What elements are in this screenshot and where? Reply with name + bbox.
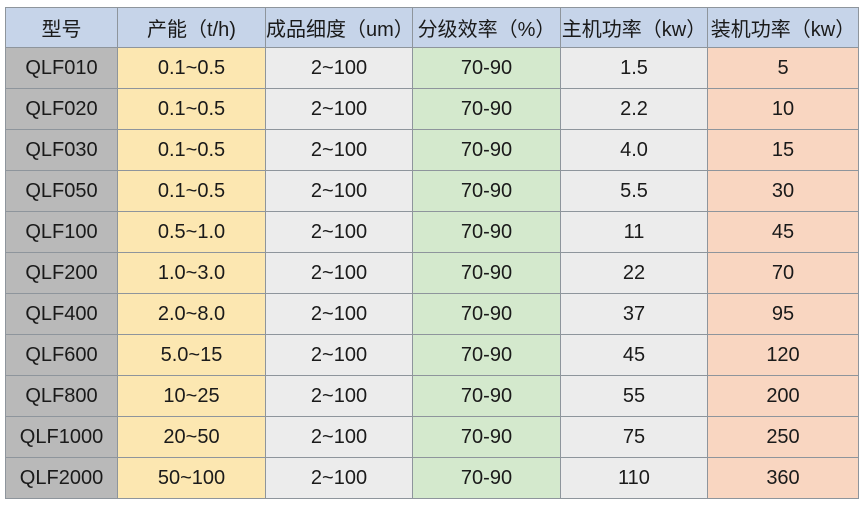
table-cell: QLF1000 [5,416,118,458]
table-row: QLF020 0.1~0.5 2~100 70-90 2.2 10 [5,88,859,130]
table-cell: 22 [560,252,708,294]
table-cell: 2~100 [265,211,413,253]
table-cell: 4.0 [560,129,708,171]
table-cell: QLF030 [5,129,118,171]
table-cell: QLF010 [5,47,118,89]
table-cell: 10~25 [117,375,266,417]
table-cell: 5 [707,47,859,89]
table-cell: 0.1~0.5 [117,129,266,171]
table-cell: 2~100 [265,293,413,335]
column-header: 主机功率（kw） [560,7,708,48]
table-row: QLF200 1.0~3.0 2~100 70-90 22 70 [5,252,859,294]
table-cell: 50~100 [117,457,266,499]
table-cell: 70-90 [412,170,561,212]
table-cell: 110 [560,457,708,499]
table-row: QLF030 0.1~0.5 2~100 70-90 4.0 15 [5,129,859,171]
table-cell: QLF400 [5,293,118,335]
table-cell: 70-90 [412,252,561,294]
table-cell: 250 [707,416,859,458]
table-cell: 70-90 [412,211,561,253]
table-cell: 70-90 [412,293,561,335]
table-cell: 2~100 [265,88,413,130]
table-row: QLF800 10~25 2~100 70-90 55 200 [5,375,859,417]
column-header: 型号 [5,7,118,48]
table-cell: 70-90 [412,88,561,130]
table-cell: 200 [707,375,859,417]
table-cell: 45 [560,334,708,376]
table-cell: 55 [560,375,708,417]
table-cell: 360 [707,457,859,499]
table-cell: 0.1~0.5 [117,88,266,130]
table-row: QLF600 5.0~15 2~100 70-90 45 120 [5,334,859,376]
table-cell: 2~100 [265,47,413,89]
table-cell: 1.0~3.0 [117,252,266,294]
table-cell: 95 [707,293,859,335]
table-cell: 30 [707,170,859,212]
table-cell: 2.2 [560,88,708,130]
column-header: 分级效率（%） [412,7,561,48]
table-cell: 120 [707,334,859,376]
table-cell: 2~100 [265,416,413,458]
table-row: QLF400 2.0~8.0 2~100 70-90 37 95 [5,293,859,335]
table-row: QLF100 0.5~1.0 2~100 70-90 11 45 [5,211,859,253]
table-cell: 2~100 [265,252,413,294]
table-row: QLF010 0.1~0.5 2~100 70-90 1.5 5 [5,47,859,89]
header-row: 型号 产能（t/h) 成品细度（um） 分级效率（%） 主机功率（kw） 装机功率（kw） [5,7,859,48]
table-cell: 5.5 [560,170,708,212]
table-cell: QLF600 [5,334,118,376]
table-cell: 0.1~0.5 [117,170,266,212]
table-cell: 70-90 [412,375,561,417]
table-cell: 70 [707,252,859,294]
column-header: 装机功率（kw） [707,7,859,48]
table-cell: 2~100 [265,334,413,376]
table-cell: 20~50 [117,416,266,458]
table-cell: 75 [560,416,708,458]
table-cell: 70-90 [412,129,561,171]
table-cell: 70-90 [412,47,561,89]
table-cell: 2~100 [265,457,413,499]
table-cell: 2~100 [265,170,413,212]
table-cell: QLF2000 [5,457,118,499]
table-cell: 2~100 [265,375,413,417]
column-header: 成品细度（um） [265,7,414,48]
table-cell: QLF020 [5,88,118,130]
column-header: 产能（t/h) [117,7,266,48]
table-cell: 5.0~15 [117,334,266,376]
table-row: QLF1000 20~50 2~100 70-90 75 250 [5,416,859,458]
table-cell: 2.0~8.0 [117,293,266,335]
table-row: QLF050 0.1~0.5 2~100 70-90 5.5 30 [5,170,859,212]
spec-table: 型号 产能（t/h) 成品细度（um） 分级效率（%） 主机功率（kw） 装机功率（kw）… [5,7,859,499]
table-cell: 0.5~1.0 [117,211,266,253]
table-cell: 70-90 [412,334,561,376]
table-cell: 70-90 [412,457,561,499]
table-cell: 70-90 [412,416,561,458]
table-cell: QLF800 [5,375,118,417]
table-row: QLF2000 50~100 2~100 70-90 110 360 [5,457,859,499]
table-cell: QLF200 [5,252,118,294]
table-cell: 0.1~0.5 [117,47,266,89]
table-cell: 1.5 [560,47,708,89]
table-cell: 10 [707,88,859,130]
table-cell: QLF100 [5,211,118,253]
table-cell: 15 [707,129,859,171]
table-cell: 37 [560,293,708,335]
table-cell: 45 [707,211,859,253]
table-cell: 11 [560,211,708,253]
table-cell: QLF050 [5,170,118,212]
table-cell: 2~100 [265,129,413,171]
